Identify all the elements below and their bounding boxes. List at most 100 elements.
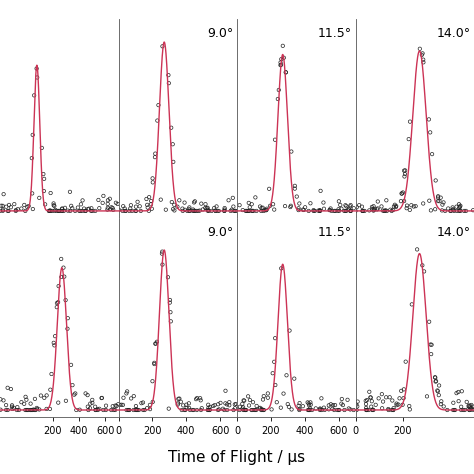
Point [240,397,247,404]
Point [46,386,54,393]
Point [315,207,322,214]
Point [15,406,23,414]
Point [308,406,316,414]
Point [401,173,408,180]
Point [260,392,267,400]
Point [186,204,193,211]
Point [145,207,153,215]
Point [299,206,307,213]
Point [204,406,212,414]
Point [337,400,345,408]
Point [8,401,16,409]
Point [180,401,187,409]
Point [84,406,92,414]
Point [437,194,445,201]
Point [358,207,366,215]
Point [389,406,397,414]
Point [204,204,211,211]
Point [251,406,258,414]
Point [9,405,16,413]
Point [211,207,219,214]
Point [318,406,326,414]
Point [310,207,318,215]
Point [359,207,367,215]
Point [325,401,333,409]
Point [231,404,239,412]
Point [116,401,123,409]
Point [339,401,346,409]
Point [367,403,375,410]
Point [326,206,333,214]
Point [408,301,416,308]
Point [189,406,197,414]
Point [220,406,228,414]
Point [344,396,351,404]
Point [262,207,270,214]
Point [154,117,161,124]
Point [296,200,303,207]
Point [27,400,35,407]
Point [36,194,43,201]
Point [394,401,402,408]
Point [119,207,127,215]
Point [38,144,46,152]
Point [7,385,15,393]
Point [130,406,137,414]
Point [260,406,267,414]
Point [102,406,109,414]
Point [82,207,89,215]
Point [152,340,159,347]
Point [248,201,255,208]
Point [257,406,265,414]
Point [20,201,28,209]
Point [466,406,474,414]
Point [60,264,67,272]
Point [288,148,295,155]
Point [382,207,389,214]
Point [291,182,299,190]
Point [179,207,187,215]
Point [86,404,94,412]
Point [420,268,428,275]
Point [190,406,197,414]
Point [310,206,318,214]
Point [28,190,36,197]
Text: 14.0°: 14.0° [437,226,470,239]
Point [204,401,212,409]
Point [221,206,228,213]
Point [119,202,127,210]
Point [206,406,213,414]
Point [391,201,399,209]
Point [121,205,128,212]
Point [33,73,41,81]
Point [72,207,79,215]
Point [397,197,405,205]
Point [467,401,474,409]
Point [149,398,156,406]
Point [55,207,63,215]
Point [115,206,123,214]
Point [354,402,361,410]
Point [232,400,240,408]
Point [370,406,377,414]
Point [123,406,130,414]
Point [193,394,201,402]
Point [165,405,173,412]
Point [18,398,25,406]
Point [260,207,267,215]
Point [350,204,357,212]
Point [432,177,439,184]
Point [383,207,391,215]
Point [194,207,202,215]
Point [296,406,303,414]
Point [259,396,267,403]
Point [24,203,31,211]
Point [381,207,388,215]
Point [370,202,377,210]
Point [434,194,442,201]
Point [334,207,341,215]
Point [79,197,86,204]
Point [144,204,152,211]
Point [306,405,314,412]
Point [192,207,200,215]
